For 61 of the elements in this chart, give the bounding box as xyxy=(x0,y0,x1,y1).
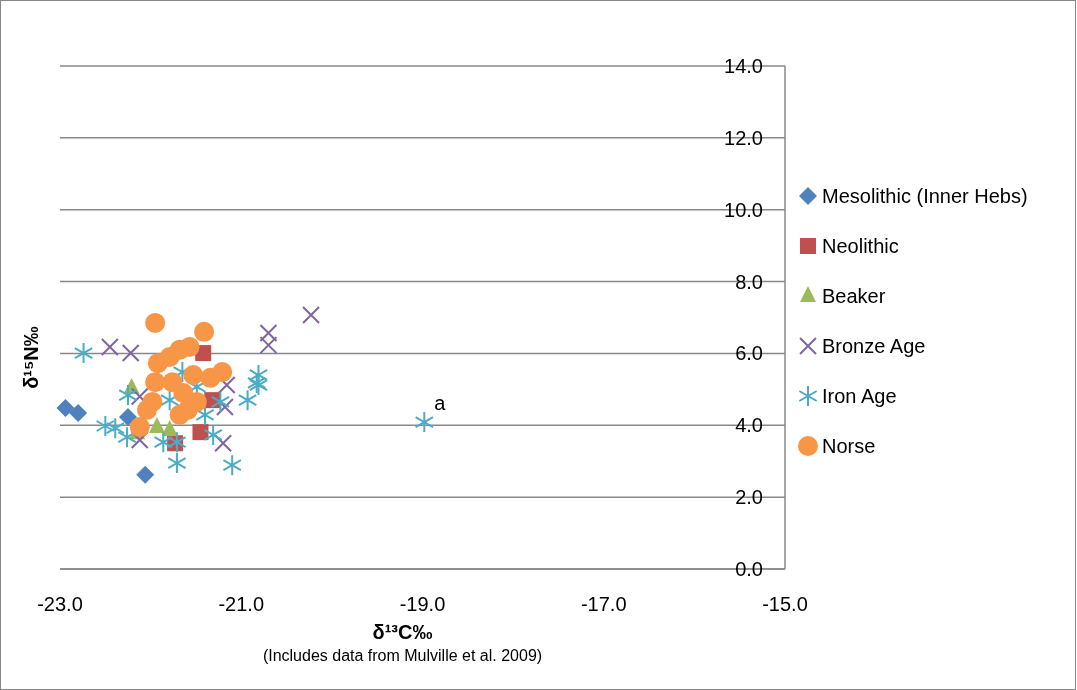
point xyxy=(69,404,88,423)
point xyxy=(222,454,242,477)
point xyxy=(73,342,94,365)
point xyxy=(56,399,75,418)
point xyxy=(183,364,204,385)
point xyxy=(210,390,231,413)
y-tick-label: 12.0 xyxy=(724,126,763,149)
point xyxy=(118,408,137,427)
y-tick-label: 14.0 xyxy=(724,55,763,77)
point xyxy=(302,305,321,324)
y-tick-label: 2.0 xyxy=(735,486,763,509)
annotation: a xyxy=(434,392,447,415)
y-tick-label: 4.0 xyxy=(735,414,763,437)
legend-label: Norse xyxy=(822,435,876,457)
point xyxy=(118,384,138,407)
point xyxy=(117,426,137,449)
text: (Includes data from Mulville et al. 2009) xyxy=(262,647,543,664)
point xyxy=(414,411,435,434)
x-tick-label: -17.0 xyxy=(580,593,627,615)
point xyxy=(129,417,150,438)
point xyxy=(192,424,209,441)
point xyxy=(100,337,119,356)
x-tick-label: -21.0 xyxy=(218,593,265,615)
y-tick-label: 0.0 xyxy=(735,558,763,580)
x-tick-label: -19.0 xyxy=(399,593,446,615)
point xyxy=(194,321,215,342)
point xyxy=(217,376,236,395)
y-axis-title: δ¹⁵N‰ xyxy=(20,326,42,389)
point xyxy=(177,399,198,420)
point xyxy=(147,353,168,374)
legend-label: Bronze Age xyxy=(822,335,926,357)
point xyxy=(215,397,234,416)
point xyxy=(214,434,233,453)
x-axis-title: δ¹³C‰ xyxy=(372,621,433,643)
point xyxy=(203,423,223,446)
point xyxy=(136,465,155,484)
point xyxy=(259,323,278,342)
point xyxy=(121,344,140,363)
point xyxy=(137,399,157,420)
point xyxy=(130,387,149,406)
point xyxy=(153,431,174,454)
legend-label: Neolithic xyxy=(822,235,899,257)
legend-label: Iron Age xyxy=(822,385,897,407)
point xyxy=(145,372,166,393)
y-tick-label: 8.0 xyxy=(735,270,763,293)
point xyxy=(159,389,180,412)
point xyxy=(237,389,258,412)
y-tick-label: 6.0 xyxy=(735,342,763,365)
y-tick-label: 10.0 xyxy=(724,198,763,221)
point xyxy=(167,452,187,475)
point xyxy=(259,336,278,355)
x-tick-label: -15.0 xyxy=(762,593,808,615)
point xyxy=(130,431,149,450)
point xyxy=(105,417,125,440)
point xyxy=(200,367,221,388)
legend-label: Beaker xyxy=(822,285,886,307)
x-tick-label: -23.0 xyxy=(37,593,83,615)
point xyxy=(145,312,166,333)
point xyxy=(95,415,116,437)
legend-label: Mesolithic (Inner Hebs) xyxy=(822,185,1028,207)
point xyxy=(148,417,165,434)
